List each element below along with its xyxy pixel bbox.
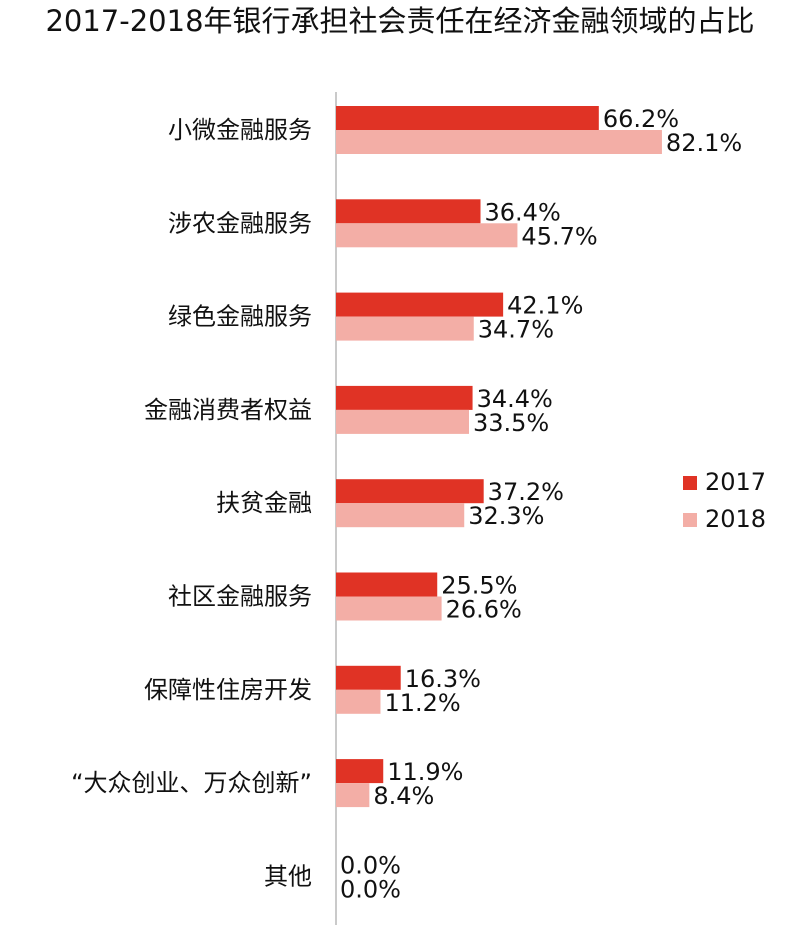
data-label-2018: 26.6% (446, 596, 522, 624)
data-label-2017: 37.2% (488, 478, 564, 506)
data-label-2018: 0.0% (340, 875, 401, 903)
data-label-2018: 32.3% (468, 502, 544, 530)
bar-2018 (336, 223, 518, 248)
legend-label-2018: 2018 (705, 505, 766, 533)
data-label-2018: 8.4% (373, 782, 434, 810)
category-label: 保障性住房开发 (144, 676, 312, 704)
data-label-2017: 66.2% (603, 105, 679, 133)
bar-2017 (336, 572, 438, 597)
bar-2017 (336, 665, 401, 690)
data-label-2018: 33.5% (473, 409, 549, 437)
data-label-2017: 42.1% (507, 292, 583, 320)
bar-2017 (336, 479, 484, 504)
bar-2018 (336, 316, 474, 341)
bar-2018 (336, 503, 465, 528)
category-label: 金融消费者权益 (144, 396, 312, 424)
data-label-2017: 34.4% (477, 385, 553, 413)
data-label-2017: 25.5% (441, 572, 517, 600)
bar-2017 (336, 199, 481, 224)
category-label: “大众创业、万众创新” (71, 769, 312, 797)
category-label: 扶贫金融 (216, 489, 312, 517)
category-label: 涉农金融服务 (168, 209, 312, 237)
legend-swatch-2017 (683, 476, 697, 490)
bar-2017 (336, 106, 599, 130)
category-label: 社区金融服务 (168, 583, 312, 611)
bar-2017 (336, 292, 504, 317)
category-label: 绿色金融服务 (168, 303, 312, 331)
data-label-2017: 0.0% (340, 851, 401, 879)
legend-swatch-2018 (683, 513, 697, 527)
data-label-2018: 34.7% (478, 316, 554, 344)
bar-2018 (336, 130, 662, 154)
legend-label-2017: 2017 (705, 468, 766, 496)
bar-2018 (336, 689, 381, 714)
chart-title: 2017-2018年银行承担社会责任在经济金融领域的占比 (45, 4, 755, 38)
bar-2017 (336, 385, 473, 410)
bar-2018 (336, 409, 469, 434)
bar-2018 (336, 783, 370, 808)
data-label-2017: 36.4% (485, 198, 561, 226)
bar-2017 (336, 759, 384, 784)
bar-2018 (336, 596, 442, 621)
data-label-2018: 45.7% (521, 222, 597, 250)
category-label: 小微金融服务 (168, 116, 312, 144)
data-label-2017: 16.3% (405, 665, 481, 693)
data-label-2017: 11.9% (387, 758, 463, 786)
data-label-2018: 11.2% (384, 689, 460, 717)
data-label-2018: 82.1% (666, 129, 742, 157)
category-label: 其他 (264, 862, 312, 890)
